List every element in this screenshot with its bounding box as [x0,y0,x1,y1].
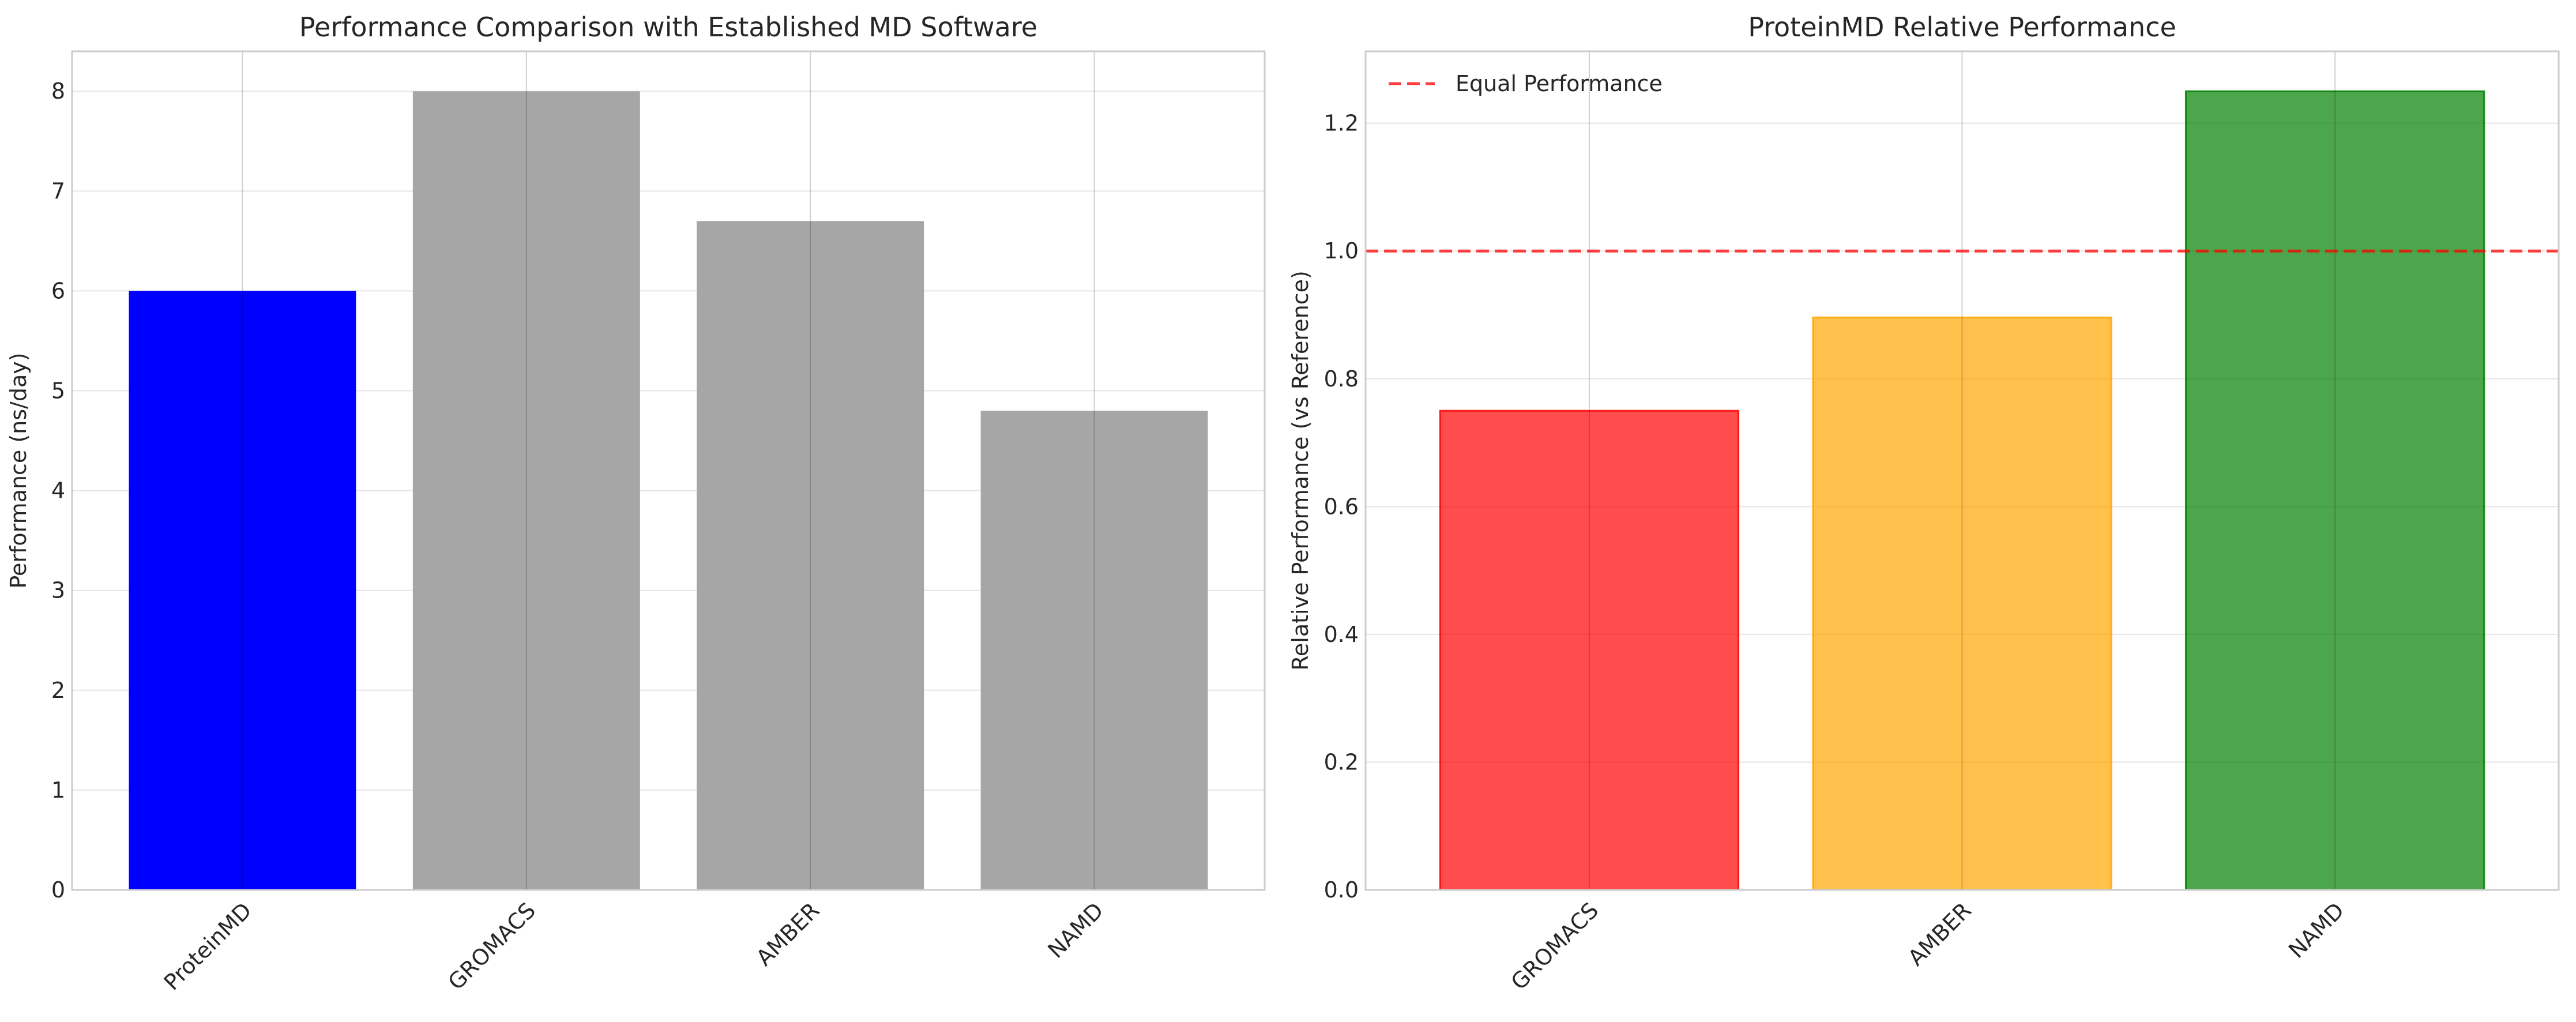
y-tick-label: 5 [51,378,65,404]
x-tick-label: ProteinMD [159,897,257,995]
bar-amber [697,221,924,890]
x-tick-label: NAMD [1043,897,1108,963]
bar-namd [980,411,1208,890]
y-tick-label: 2 [51,678,65,703]
y-tick-label: 0.0 [1324,877,1359,903]
plot-frame [1364,50,2560,891]
y-tick-label: 0.4 [1324,622,1359,647]
y-tick-label: 1.2 [1324,111,1359,136]
y-axis-label: Performance (ns/day) [6,352,31,588]
y-tick-label: 1.0 [1324,238,1359,264]
chart-title: Performance Comparison with Established … [299,12,1037,43]
y-tick-label: 6 [51,278,65,303]
bar-proteinmd [129,291,356,890]
x-tick-label: NAMD [2284,897,2349,963]
plot-frame [71,50,1266,891]
right-chart-panel: 0.0 0.2 0.4 0.6 0.8 1.0 1.2 GROMACS AMBER NAMD Pro… [1288,12,2560,995]
bar-amber [1812,316,2112,891]
x-tick-label: GROMACS [1506,897,1604,995]
left-chart-panel: 0 1 2 3 4 5 6 7 8 ProteinMD GROMACS AMBER NAMD Perfor… [6,12,1266,995]
y-tick-label: 4 [51,478,65,504]
legend-label: Equal Performance [1456,71,1663,96]
y-tick-label: 7 [51,178,65,204]
bar-gromacs [1439,409,1740,891]
x-tick-label: AMBER [1903,897,1976,971]
y-tick-label: 0.8 [1324,366,1359,392]
y-tick-label: 8 [51,78,65,104]
bar-namd [2184,90,2485,891]
y-tick-label: 0.6 [1324,494,1359,519]
chart-title: ProteinMD Relative Performance [1748,12,2176,43]
y-tick-label: 0.2 [1324,749,1359,775]
y-tick-label: 3 [51,578,65,603]
x-tick-label: AMBER [751,897,825,971]
y-tick-label: 1 [51,777,65,803]
y-axis-label: Relative Performance (vs Reference) [1288,270,1313,671]
bar-gromacs [412,91,640,891]
x-tick-label: GROMACS [443,897,541,995]
y-tick-label: 0 [51,877,65,903]
